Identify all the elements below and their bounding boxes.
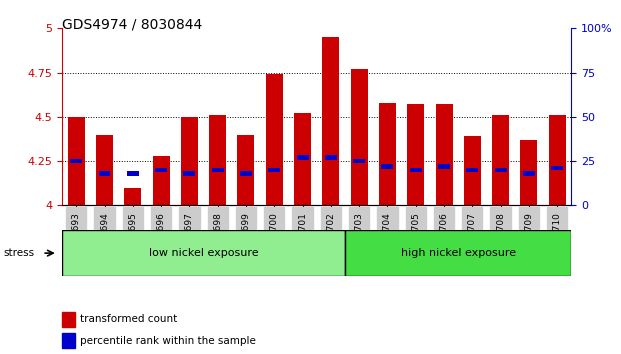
Bar — [62, 312, 75, 327]
Bar — [325, 155, 337, 160]
Bar — [237, 135, 255, 205]
Bar — [70, 159, 82, 163]
Bar — [181, 117, 198, 205]
Bar — [495, 168, 507, 172]
Bar — [127, 171, 138, 176]
Bar — [124, 188, 142, 205]
Bar — [551, 166, 563, 170]
Bar — [209, 115, 226, 205]
Bar — [435, 104, 453, 205]
FancyBboxPatch shape — [345, 230, 571, 276]
Bar — [379, 103, 396, 205]
Bar — [520, 140, 537, 205]
Bar — [294, 113, 311, 205]
Bar — [523, 171, 535, 176]
Bar — [183, 171, 196, 176]
Bar — [153, 156, 170, 205]
Bar — [266, 74, 283, 205]
Bar — [549, 115, 566, 205]
Bar — [353, 159, 365, 163]
Bar — [438, 164, 450, 169]
Bar — [212, 168, 224, 172]
Text: GDS4974 / 8030844: GDS4974 / 8030844 — [62, 18, 202, 32]
Bar — [492, 115, 509, 205]
Bar — [62, 333, 75, 348]
Bar — [407, 104, 424, 205]
FancyBboxPatch shape — [62, 230, 345, 276]
Text: high nickel exposure: high nickel exposure — [401, 248, 515, 258]
Text: low nickel exposure: low nickel exposure — [149, 248, 258, 258]
Bar — [268, 168, 280, 172]
Bar — [322, 37, 339, 205]
Bar — [297, 155, 309, 160]
Bar — [464, 136, 481, 205]
Bar — [351, 69, 368, 205]
Bar — [466, 168, 478, 172]
Bar — [155, 168, 167, 172]
Text: stress: stress — [3, 248, 34, 258]
Bar — [381, 164, 393, 169]
Bar — [68, 117, 84, 205]
Bar — [240, 171, 252, 176]
Bar — [410, 168, 422, 172]
Bar — [96, 135, 113, 205]
Text: transformed count: transformed count — [80, 314, 177, 325]
Text: percentile rank within the sample: percentile rank within the sample — [80, 336, 256, 346]
Bar — [99, 171, 111, 176]
